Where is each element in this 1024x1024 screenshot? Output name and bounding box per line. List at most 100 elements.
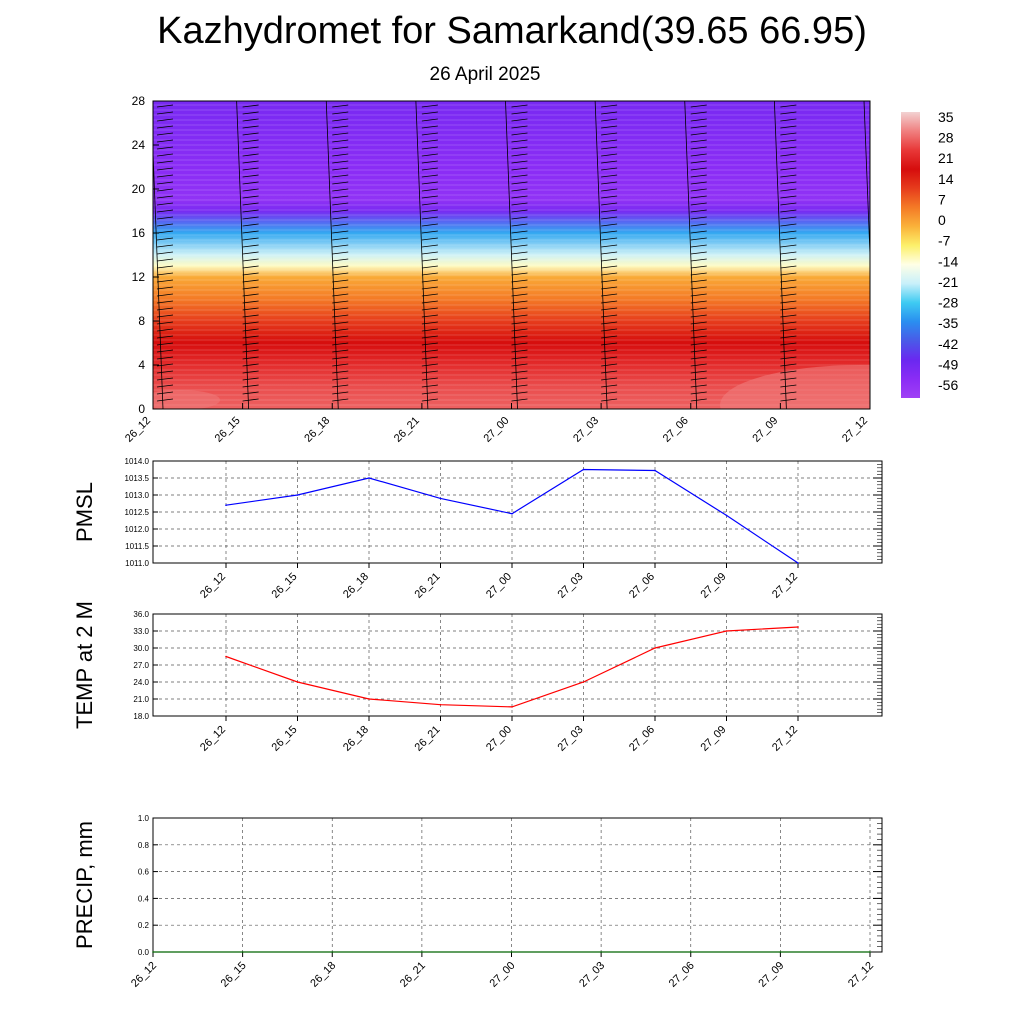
wind-barb: [780, 398, 797, 402]
y-tick-label: 28: [132, 94, 146, 108]
y-tick-label: 0.0: [138, 948, 150, 957]
wind-barb: [869, 232, 870, 233]
wind-barb: [780, 230, 797, 234]
wind-barb: [869, 197, 870, 198]
colorbar-label: 28: [938, 130, 954, 146]
wind-barb: [511, 244, 528, 248]
wind-barb: [601, 251, 618, 255]
wind-barb: [242, 314, 259, 318]
wind-barb: [869, 323, 870, 324]
wind-barb: [601, 356, 618, 360]
colorbar-label: 14: [938, 171, 954, 187]
y-axis-label: PRECIP, mm: [72, 821, 97, 949]
data-point: [725, 630, 728, 632]
wind-barb: [332, 356, 349, 360]
wind-barb: [156, 104, 174, 108]
wind-barb: [332, 104, 349, 108]
data-point: [296, 494, 299, 496]
wind-barb: [601, 111, 618, 115]
wind-barb: [601, 384, 618, 388]
wind-barb: [780, 111, 797, 115]
y-tick-label: 21.0: [133, 695, 149, 704]
colorbar-label: 35: [938, 109, 954, 125]
wind-barb: [242, 118, 259, 122]
wind-barb: [156, 293, 174, 297]
wind-barb: [869, 190, 870, 191]
x-tick-label: 26_15: [219, 960, 249, 990]
wind-barb: [869, 393, 870, 394]
wind-barb: [601, 328, 618, 332]
wind-barb: [156, 111, 174, 115]
wind-barb: [869, 351, 870, 352]
wind-barb: [780, 195, 797, 199]
wind-barb: [511, 167, 528, 171]
x-tick-label: 26_12: [129, 960, 159, 990]
wind-barb: [421, 118, 438, 122]
y-tick-label: 1011.0: [125, 559, 149, 568]
wind-barb: [156, 237, 174, 241]
wind-barb: [242, 377, 259, 381]
wind-barb: [601, 174, 618, 178]
wind-barb: [332, 181, 349, 185]
wind-barb: [242, 125, 259, 129]
wind-barb: [780, 104, 797, 108]
x-tick-label: 27_03: [571, 415, 601, 445]
wind-barb: [869, 288, 870, 289]
wind-barb: [601, 216, 618, 220]
wind-barb: [242, 237, 259, 241]
wind-barb: [780, 132, 797, 136]
wind-barb-staff: [684, 101, 698, 409]
colorbar-label: 7: [938, 191, 946, 207]
y-tick-label: 33.0: [133, 627, 149, 636]
wind-barb: [421, 286, 438, 290]
colorbar: 35 28 21 14 7 0 -7 -14 -21 -28 -35 -42 -49 -56: [901, 109, 958, 398]
wind-barb: [242, 363, 259, 367]
wind-barb: [869, 344, 870, 345]
wind-barb: [332, 363, 349, 367]
wind-barb: [869, 253, 870, 254]
wind-barb: [332, 139, 349, 143]
wind-barb: [332, 125, 349, 129]
wind-barb: [156, 286, 174, 290]
y-tick-label: 1012.5: [125, 508, 150, 517]
x-tick-label: 27_03: [577, 960, 607, 990]
wind-barb-staff: [594, 101, 608, 409]
wind-barbs: [153, 101, 870, 409]
wind-barb: [156, 335, 174, 339]
wind-barb: [780, 370, 797, 374]
data-point: [511, 512, 513, 515]
y-tick-label: 0: [138, 402, 145, 416]
wind-barb: [780, 363, 797, 367]
plot-frame: [152, 613, 883, 717]
data-point: [582, 468, 585, 471]
wind-barb: [601, 391, 618, 395]
x-tick-label: 26_15: [213, 415, 243, 445]
wind-barb: [780, 321, 797, 325]
wind-barb: [780, 314, 797, 318]
wind-barb: [242, 356, 259, 360]
wind-barb: [601, 342, 618, 346]
wind-barb: [242, 188, 259, 192]
y-tick-label: 36.0: [133, 610, 149, 619]
wind-barb: [156, 342, 174, 346]
wind-barb: [511, 223, 528, 227]
data-point: [797, 562, 799, 564]
wind-barb: [690, 202, 707, 206]
wind-barb: [156, 251, 174, 255]
wind-barb: [332, 174, 349, 178]
wind-barb: [332, 328, 349, 332]
wind-barb: [332, 300, 349, 304]
wind-barb: [242, 209, 259, 213]
y-axis-label: TEMP at 2 M: [72, 601, 97, 729]
wind-barb: [421, 251, 438, 255]
wind-barb: [511, 251, 528, 255]
wind-barb: [780, 391, 797, 395]
wind-barb: [869, 148, 870, 149]
wind-barb: [780, 258, 797, 262]
wind-barb: [156, 167, 174, 171]
wind-barb: [511, 132, 528, 136]
wind-barb: [511, 300, 528, 304]
data-point: [510, 951, 513, 953]
wind-barb: [421, 272, 438, 276]
